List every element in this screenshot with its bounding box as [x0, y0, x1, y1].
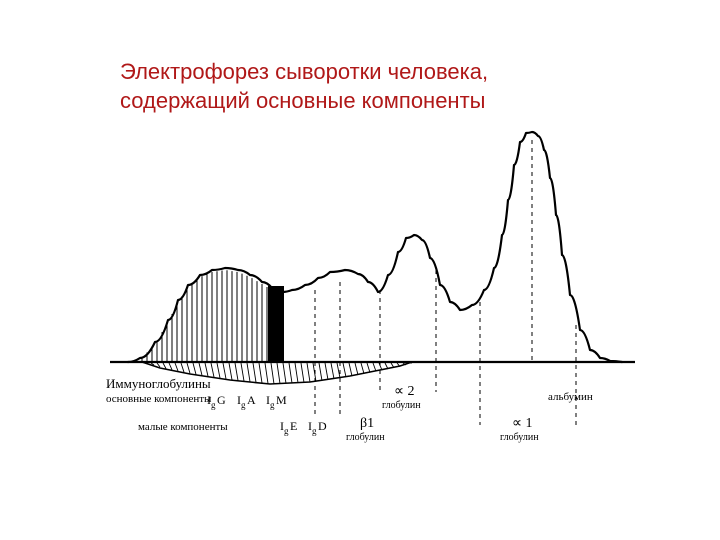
electrophoresis-chart: Иммуноглобулиныосновные компонентыIgGIgA…	[100, 130, 640, 480]
title-line-1: Электрофорез сыворотки человека,	[120, 58, 600, 87]
svg-text:g: g	[312, 426, 317, 436]
svg-text:M: M	[276, 393, 287, 407]
svg-text:Иммуноглобулины: Иммуноглобулины	[106, 376, 211, 391]
svg-text:глобулин: глобулин	[500, 432, 539, 443]
svg-text:g: g	[284, 426, 289, 436]
svg-text:глобулин: глобулин	[382, 400, 421, 411]
svg-text:глобулин: глобулин	[346, 432, 385, 443]
svg-text:g: g	[211, 400, 216, 410]
svg-text:альбумин: альбумин	[548, 391, 593, 403]
svg-text:основные компоненты: основные компоненты	[106, 393, 212, 405]
slide-title: Электрофорез сыворотки человека, содержа…	[120, 58, 600, 115]
slide-container: Электрофорез сыворотки человека, содержа…	[0, 0, 720, 540]
svg-text:g: g	[241, 400, 246, 410]
svg-text:малые компоненты: малые компоненты	[138, 421, 228, 433]
svg-text:D: D	[318, 419, 327, 433]
svg-text:g: g	[270, 400, 275, 410]
title-line-2: содержащий основные компоненты	[120, 87, 600, 116]
svg-text:β1: β1	[360, 416, 374, 431]
svg-text:∝ 2: ∝ 2	[394, 384, 415, 399]
svg-text:G: G	[217, 393, 226, 407]
svg-text:E: E	[290, 419, 297, 433]
chart-svg: Иммуноглобулиныосновные компонентыIgGIgA…	[100, 130, 640, 480]
svg-text:∝ 1: ∝ 1	[512, 416, 533, 431]
svg-text:A: A	[247, 393, 256, 407]
